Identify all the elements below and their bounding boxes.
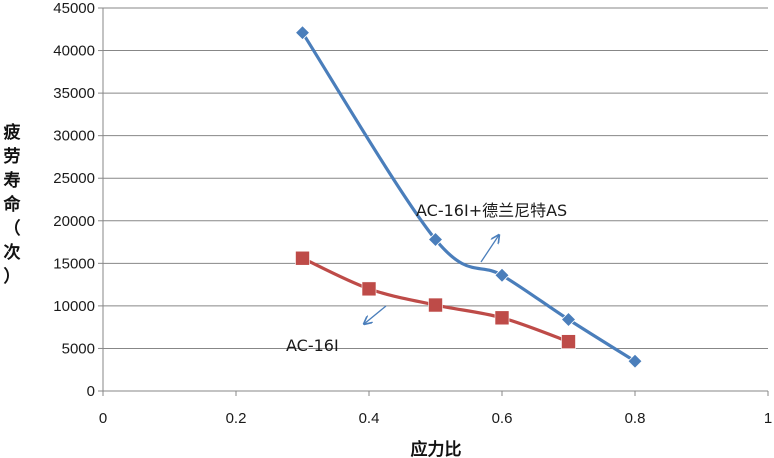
x-tick-label: 1: [764, 410, 772, 427]
x-tick-label: 0.4: [359, 410, 380, 427]
y-axis-title-char: 劳: [4, 146, 21, 167]
series-label-red: AC-16Ⅰ: [286, 336, 339, 355]
x-tick-label: 0: [99, 410, 107, 427]
y-axis-title-char: （: [4, 218, 21, 239]
y-tick-label: 0: [87, 383, 95, 400]
pointer-arrow-blue: [480, 235, 499, 263]
y-axis-title-char: 次: [4, 242, 21, 263]
data-point-diamond: [627, 353, 643, 369]
y-tick-label: 35000: [53, 85, 95, 102]
y-axis-title-char: 命: [3, 194, 22, 215]
y-tick-label: 25000: [53, 170, 95, 187]
y-tick-label: 20000: [53, 213, 95, 230]
data-point-diamond: [427, 231, 444, 248]
y-tick-label: 15000: [53, 255, 95, 272]
y-axis-title-char: 寿: [4, 170, 21, 191]
data-point-square: [561, 334, 576, 349]
y-tick-label: 5000: [62, 340, 95, 357]
data-point-square: [361, 281, 377, 297]
data-point-square: [295, 250, 310, 266]
y-tick-label: 40000: [53, 43, 95, 60]
y-tick-label: 30000: [53, 128, 95, 145]
x-tick-label: 0.8: [625, 410, 646, 427]
data-point-square: [428, 297, 443, 313]
series: [301, 31, 636, 363]
pointer-arrow-red: [364, 305, 387, 324]
annotations: AC-16Ⅰ+德兰尼特AS AC-16Ⅰ: [286, 201, 567, 355]
gridlines: [103, 7, 768, 349]
axes: 0 5000 10000 15000 20000 25000 30000 35000 40000…: [53, 0, 772, 427]
data-point-square: [494, 310, 510, 326]
x-tick-label: 0.6: [492, 410, 513, 427]
x-tick-label: 0.2: [226, 410, 247, 427]
x-axis-title: 应力比: [411, 439, 462, 458]
y-axis-title-char: ）: [4, 266, 21, 287]
data-point-diamond: [560, 311, 577, 328]
data-point-diamond: [294, 25, 311, 41]
y-tick-label: 45000: [53, 0, 95, 17]
series-label-blue: AC-16Ⅰ+德兰尼特AS: [416, 201, 567, 220]
series-line-0: [301, 31, 636, 363]
y-tick-label: 10000: [53, 298, 95, 315]
data-point-diamond: [494, 267, 510, 283]
data-markers: [294, 25, 643, 369]
y-axis-title-char: 疲: [4, 122, 21, 143]
